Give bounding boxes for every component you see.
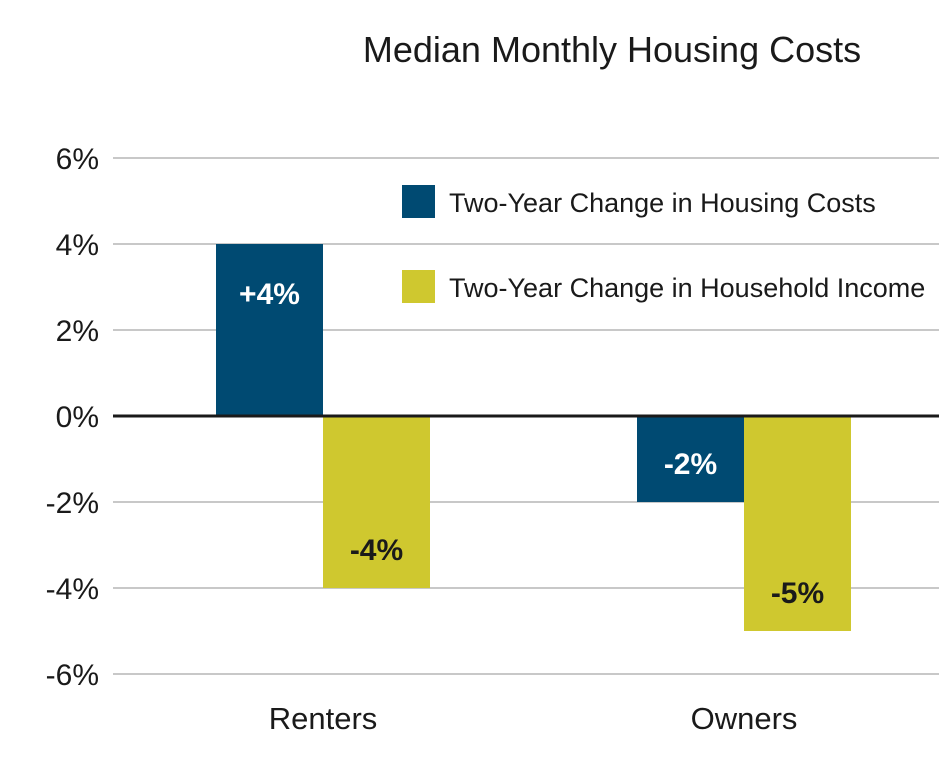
x-axis-categories: Renters Owners	[269, 701, 798, 736]
bar-renters-series-1	[216, 244, 323, 416]
bars	[216, 244, 851, 631]
x-category-label: Owners	[691, 701, 798, 736]
legend-label: Two-Year Change in Housing Costs	[449, 188, 876, 218]
y-tick-label: 4%	[56, 229, 99, 262]
y-tick-label: -2%	[46, 487, 99, 520]
legend-swatch	[402, 270, 435, 303]
bar-owners-series-1	[637, 416, 744, 502]
y-tick-label: -6%	[46, 659, 99, 692]
data-labels: +4% -4% -2% -5%	[239, 278, 824, 610]
bar-owners-series-2	[744, 416, 851, 631]
data-label: -4%	[350, 534, 403, 567]
y-tick-label: 6%	[56, 143, 99, 176]
data-label: -2%	[664, 448, 717, 481]
y-axis-ticks: 6% 4% 2% 0% -2% -4% -6%	[46, 143, 99, 692]
y-tick-label: 0%	[56, 401, 99, 434]
legend-label: Two-Year Change in Household Income	[449, 273, 925, 303]
data-label: -5%	[771, 577, 824, 610]
legend: Two-Year Change in Housing Costs Two-Year…	[402, 185, 925, 303]
chart-title: Median Monthly Housing Costs	[363, 29, 861, 70]
x-category-label: Renters	[269, 701, 378, 736]
legend-swatch	[402, 185, 435, 218]
bar-renters-series-2	[323, 416, 430, 588]
data-label: +4%	[239, 278, 300, 311]
y-tick-label: 2%	[56, 315, 99, 348]
y-tick-label: -4%	[46, 573, 99, 606]
